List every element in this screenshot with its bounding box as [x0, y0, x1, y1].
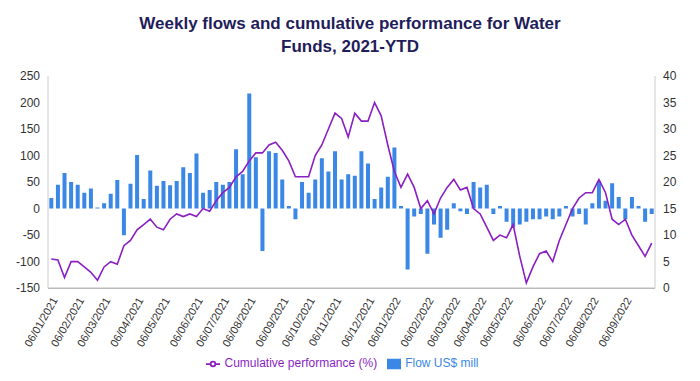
svg-text:35: 35 — [663, 96, 677, 110]
svg-text:06/08/2021: 06/08/2021 — [220, 295, 258, 349]
svg-text:06/01/2022: 06/01/2022 — [365, 295, 403, 349]
svg-text:06/11/2021: 06/11/2021 — [306, 295, 344, 348]
html-text:Flow US$ mill: Flow US$ mill — [405, 356, 479, 371]
svg-text:20: 20 — [663, 175, 677, 189]
svg-text:06/12/2021: 06/12/2021 — [338, 295, 377, 349]
svg-text:06/06/2021: 06/06/2021 — [167, 295, 205, 349]
svg-text:30: 30 — [663, 122, 677, 136]
svg-text:10: 10 — [663, 228, 677, 242]
svg-text:5: 5 — [663, 255, 670, 269]
svg-text:06/05/2021: 06/05/2021 — [134, 295, 172, 349]
svg-text:06/10/2021: 06/10/2021 — [279, 295, 318, 349]
svg-text:100: 100 — [20, 149, 40, 163]
svg-text:0: 0 — [663, 281, 670, 295]
svg-text:06/01/2021: 06/01/2021 — [21, 295, 60, 349]
svg-text:06/07/2021: 06/07/2021 — [193, 295, 232, 349]
html-text:Weekly flows and cumulative pe: Weekly flows and cumulative performance … — [139, 14, 561, 56]
svg-text:-100: -100 — [16, 255, 40, 269]
svg-text:25: 25 — [663, 149, 677, 163]
svg-text:-150: -150 — [16, 281, 40, 295]
svg-text:200: 200 — [20, 96, 40, 110]
html-text:Cumulative performance (%): Cumulative performance (%) — [224, 356, 378, 371]
svg-text:06/05/2022: 06/05/2022 — [477, 295, 515, 349]
svg-text:06/04/2021: 06/04/2021 — [107, 295, 146, 349]
svg-text:06/03/2022: 06/03/2022 — [424, 295, 463, 349]
svg-text:06/02/2022: 06/02/2022 — [397, 295, 436, 349]
svg-text:06/02/2021: 06/02/2021 — [48, 295, 87, 349]
svg-text:06/09/2021: 06/09/2021 — [252, 295, 291, 349]
svg-text:06/09/2022: 06/09/2022 — [596, 295, 634, 349]
svg-text:250: 250 — [20, 69, 40, 83]
svg-text:06/08/2022: 06/08/2022 — [563, 295, 601, 349]
svg-text:06/04/2022: 06/04/2022 — [450, 295, 489, 349]
svg-text:06/06/2022: 06/06/2022 — [510, 295, 548, 349]
svg-text:15: 15 — [663, 202, 677, 216]
svg-text:0: 0 — [33, 202, 40, 216]
svg-text:40: 40 — [663, 69, 677, 83]
svg-text:06/07/2022: 06/07/2022 — [536, 295, 575, 349]
svg-text:50: 50 — [27, 175, 41, 189]
svg-text:150: 150 — [20, 122, 40, 136]
svg-text:-50: -50 — [23, 228, 41, 242]
svg-text:06/03/2021: 06/03/2021 — [75, 295, 113, 349]
